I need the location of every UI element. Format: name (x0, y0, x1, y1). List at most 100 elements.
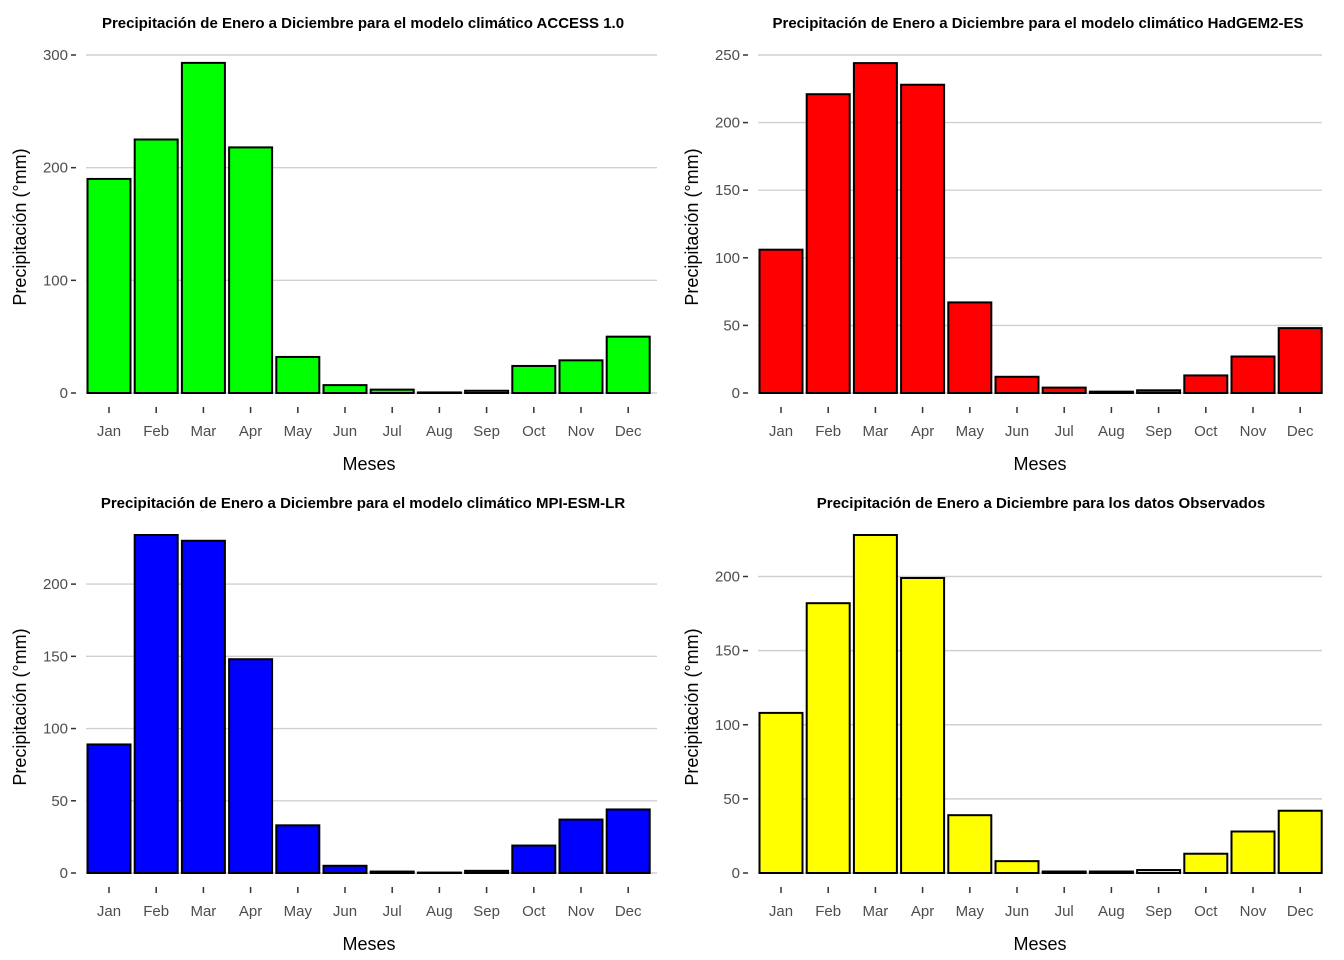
chart-panel-access: Precipitación de Enero a Diciembre para … (0, 0, 672, 480)
chart-title: Precipitación de Enero a Diciembre para … (817, 495, 1266, 512)
x-tick-label: Oct (1194, 423, 1218, 440)
y-axis-title: Precipitación (°mm) (682, 148, 702, 305)
x-tick-label: Dec (1287, 423, 1314, 440)
y-tick-label: 100 (43, 272, 68, 289)
bar-mar (180, 61, 226, 395)
bar-apr (900, 83, 946, 395)
x-tick-label: Sep (473, 903, 500, 920)
x-tick-label: Aug (426, 423, 453, 440)
y-tick-label: 0 (60, 865, 68, 882)
x-tick-label: Feb (815, 903, 841, 920)
bar-dec (605, 808, 651, 875)
x-tick-label: Oct (522, 903, 546, 920)
bar-sep (1136, 869, 1182, 875)
x-axis-title: Meses (342, 934, 395, 954)
x-tick-label: Jun (333, 903, 357, 920)
bar-dec (1277, 809, 1323, 875)
x-tick-label: Dec (615, 903, 642, 920)
x-tick-label: Jan (97, 903, 121, 920)
y-tick-label: 100 (43, 721, 68, 738)
chart-svg-observados: Precipitación de Enero a Diciembre para … (682, 495, 1323, 954)
x-tick-label: May (284, 423, 313, 440)
bar-apr (228, 146, 274, 394)
y-tick-label: 0 (732, 865, 740, 882)
x-axis-title: Meses (1013, 454, 1066, 474)
y-tick-label: 50 (51, 793, 68, 810)
x-tick-label: Jan (769, 903, 793, 920)
bars (86, 534, 651, 875)
x-tick-label: Dec (1287, 903, 1314, 920)
x-tick-label: Jul (1055, 423, 1074, 440)
bar-feb (133, 534, 179, 874)
bar-may (947, 814, 993, 874)
bar-aug (1088, 870, 1134, 875)
bar-may (947, 301, 993, 394)
bar-apr (900, 576, 946, 874)
bars (758, 534, 1323, 875)
axes: 0 50 100 150 200 250 Jan Feb Mar Apr May Jun Jul Aug S… (715, 47, 1314, 440)
chart-panel-mpi: Precipitación de Enero a Diciembre para … (0, 480, 672, 960)
axes: 0 50 100 150 200 Jan Feb Mar Apr May Jun Jul Aug Sep O… (715, 569, 1314, 920)
x-tick-label: Dec (615, 423, 642, 440)
bar-mar (180, 539, 226, 875)
x-tick-label: Mar (862, 423, 888, 440)
y-tick-label: 200 (715, 115, 740, 132)
bar-oct (511, 844, 557, 874)
bar-mar (852, 62, 898, 394)
x-tick-label: Jun (333, 423, 357, 440)
x-axis-title: Meses (342, 454, 395, 474)
x-tick-label: Feb (143, 903, 169, 920)
x-tick-label: Nov (1240, 903, 1267, 920)
x-tick-label: Mar (190, 423, 216, 440)
x-tick-label: Nov (568, 903, 595, 920)
x-tick-label: May (956, 903, 985, 920)
bar-feb (133, 138, 179, 394)
bar-feb (805, 93, 851, 394)
y-tick-label: 150 (43, 648, 68, 665)
bar-apr (228, 658, 274, 874)
bar-jun (322, 864, 368, 874)
x-tick-label: Jul (383, 903, 402, 920)
x-tick-label: Oct (1194, 903, 1218, 920)
y-tick-label: 250 (715, 47, 740, 64)
x-tick-label: Sep (473, 423, 500, 440)
bar-nov (1230, 355, 1276, 395)
bar-aug (416, 391, 462, 395)
y-tick-label: 50 (723, 317, 740, 334)
bar-jun (994, 375, 1040, 394)
y-tick-label: 100 (715, 717, 740, 734)
y-tick-label: 300 (43, 47, 68, 64)
bar-jan (86, 743, 132, 875)
x-tick-label: Aug (426, 903, 453, 920)
bar-jul (1041, 870, 1087, 875)
y-tick-label: 0 (732, 385, 740, 402)
y-tick-label: 200 (43, 576, 68, 593)
bar-jul (1041, 386, 1087, 395)
bar-sep (464, 389, 510, 395)
chart-svg-mpi: Precipitación de Enero a Diciembre para … (10, 495, 657, 954)
bar-oct (1183, 374, 1229, 395)
x-tick-label: Apr (239, 903, 262, 920)
x-tick-label: Sep (1145, 423, 1172, 440)
bar-jan (86, 177, 132, 394)
grid-lines (758, 54, 1322, 394)
bar-may (275, 824, 321, 875)
bar-dec (605, 335, 651, 394)
chart-title: Precipitación de Enero a Diciembre para … (101, 495, 625, 512)
chart-panel-observados: Precipitación de Enero a Diciembre para … (672, 480, 1344, 960)
x-tick-label: Aug (1098, 903, 1125, 920)
bar-jan (758, 711, 804, 874)
bar-jul (369, 388, 415, 394)
x-tick-label: Oct (522, 423, 546, 440)
chart-title: Precipitación de Enero a Diciembre para … (102, 15, 624, 32)
axes: 0 50 100 150 200 Jan Feb Mar Apr May Jun Jul Aug Sep O… (43, 576, 642, 920)
x-tick-label: Jan (769, 423, 793, 440)
bar-oct (1183, 852, 1229, 874)
bar-nov (1230, 830, 1276, 875)
y-tick-label: 0 (60, 385, 68, 402)
x-tick-label: Jun (1005, 423, 1029, 440)
chart-title: Precipitación de Enero a Diciembre para … (773, 15, 1304, 32)
bar-mar (852, 534, 898, 874)
bar-jun (322, 384, 368, 395)
